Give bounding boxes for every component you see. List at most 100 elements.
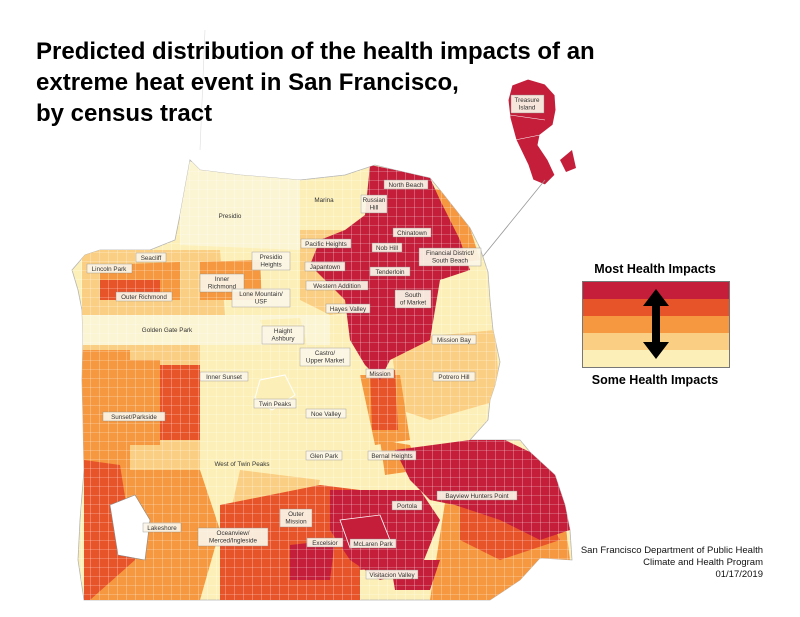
- label-nob-hill: Nob Hill: [371, 242, 403, 253]
- svg-text:Inner Sunset: Inner Sunset: [206, 374, 242, 381]
- legend-color-scale: [582, 281, 730, 368]
- label-treasure-island: Treasure Island: [510, 94, 545, 114]
- legend-bottom-label: Some Health Impacts: [591, 373, 719, 387]
- credits-organization: San Francisco Department of Public Healt…: [580, 545, 763, 556]
- label-golden-gate-park: Golden Gate Park: [142, 327, 193, 334]
- svg-text:Mission Bay: Mission Bay: [437, 337, 472, 344]
- label-mission-bay: Mission Bay: [431, 334, 477, 345]
- label-lincoln-park: Lincoln Park: [86, 263, 133, 274]
- label-inner-richmond: Inner Richmond: [199, 273, 245, 293]
- label-excelsior: Excelsior: [306, 537, 344, 548]
- svg-text:Glen Park: Glen Park: [310, 453, 339, 460]
- label-mission: Mission: [365, 368, 395, 379]
- neighborhood-labels: Treasure Island North Beach Marina Russia…: [86, 94, 545, 580]
- label-west-of-twin-peaks: West of Twin Peaks: [214, 461, 269, 468]
- svg-text:North Beach: North Beach: [388, 182, 423, 189]
- svg-text:Golden Gate Park: Golden Gate Park: [142, 327, 193, 334]
- label-north-beach: North Beach: [383, 179, 429, 190]
- label-visitacion-valley: Visitacion Valley: [365, 569, 419, 580]
- label-bernal-heights: Bernal Heights: [367, 450, 417, 461]
- label-potrero-hill: Potrero Hill: [432, 371, 476, 382]
- svg-text:Castro/Upper Market: Castro/Upper Market: [306, 350, 344, 365]
- label-bayview: Bayview Hunters Point: [436, 490, 518, 501]
- svg-text:Japantown: Japantown: [310, 264, 341, 271]
- svg-text:Lakeshore: Lakeshore: [147, 525, 177, 532]
- map-credits: San Francisco Department of Public Healt…: [581, 545, 763, 581]
- label-oceanview: Oceanview/Merced/Ingleside: [197, 527, 269, 547]
- legend-top-label: Most Health Impacts: [594, 262, 716, 276]
- label-outer-richmond: Outer Richmond: [115, 291, 173, 302]
- svg-text:Marina: Marina: [314, 197, 334, 204]
- label-marina: Marina: [314, 197, 334, 204]
- label-tenderloin: Tenderloin: [369, 266, 411, 277]
- svg-text:Tenderloin: Tenderloin: [375, 269, 405, 276]
- svg-text:Bayview Hunters Point: Bayview Hunters Point: [445, 493, 509, 500]
- impact-legend: Most Health Impacts Some Health Impacts: [575, 262, 735, 387]
- label-castro: Castro/Upper Market: [299, 347, 351, 367]
- label-chinatown: Chinatown: [392, 227, 432, 238]
- svg-text:Pacific Heights: Pacific Heights: [305, 241, 347, 248]
- map-title: Predicted distribution of the health imp…: [36, 36, 656, 129]
- label-financial-district: Financial District/South Beach: [418, 247, 482, 267]
- svg-text:West of Twin Peaks: West of Twin Peaks: [214, 461, 269, 468]
- svg-text:Financial District/South Beach: Financial District/South Beach: [426, 250, 474, 265]
- impact-regions: [72, 160, 572, 600]
- label-western-addition: Western Addition: [305, 280, 369, 291]
- label-glen-park: Glen Park: [305, 450, 343, 461]
- svg-text:Nob Hill: Nob Hill: [376, 245, 398, 252]
- svg-text:Twin Peaks: Twin Peaks: [259, 401, 291, 408]
- map-title-line-2: extreme heat event in San Francisco,: [36, 69, 459, 96]
- svg-text:Bernal Heights: Bernal Heights: [371, 453, 412, 460]
- svg-text:Excelsior: Excelsior: [312, 540, 338, 547]
- label-japantown: Japantown: [304, 261, 346, 272]
- map-title-line-1: Predicted distribution of the health imp…: [36, 38, 595, 65]
- svg-text:Portola: Portola: [397, 503, 417, 510]
- label-sunset-parkside: Sunset/Parkside: [102, 411, 166, 422]
- label-inner-sunset: Inner Sunset: [199, 371, 249, 382]
- svg-text:Sunset/Parkside: Sunset/Parkside: [111, 414, 157, 421]
- svg-text:Lincoln Park: Lincoln Park: [92, 266, 128, 273]
- label-presidio: Presidio: [219, 213, 242, 220]
- svg-text:Outer Richmond: Outer Richmond: [121, 294, 167, 301]
- svg-text:Chinatown: Chinatown: [397, 230, 427, 237]
- label-portola: Portola: [391, 500, 423, 511]
- double-headed-vertical-arrow-icon: [643, 289, 669, 359]
- label-outer-mission: Outer Mission: [279, 508, 313, 528]
- label-russian-hill: Russian Hill: [360, 194, 388, 214]
- svg-text:Presidio: Presidio: [219, 213, 242, 220]
- svg-text:McLaren Park: McLaren Park: [353, 541, 393, 548]
- label-pacific-heights: Pacific Heights: [300, 238, 352, 249]
- label-lone-mountain: Lone Mountain/USF: [231, 288, 291, 308]
- label-south-of-market: South of Market: [394, 289, 432, 309]
- svg-text:Noe Valley: Noe Valley: [311, 411, 342, 418]
- label-presidio-heights: Presidio Heights: [251, 251, 291, 271]
- credits-date: 01/17/2019: [715, 569, 763, 580]
- svg-text:Western Addition: Western Addition: [313, 283, 361, 290]
- map-title-line-3: by census tract: [36, 100, 213, 127]
- label-twin-peaks: Twin Peaks: [253, 398, 297, 409]
- bay-bridge-line: [479, 179, 546, 261]
- svg-text:Oceanview/Merced/Ingleside: Oceanview/Merced/Ingleside: [209, 530, 257, 545]
- credits-program: Climate and Health Program: [643, 557, 763, 568]
- svg-text:Seacliff: Seacliff: [141, 255, 162, 262]
- label-lakeshore: Lakeshore: [142, 522, 182, 533]
- svg-text:Mission: Mission: [369, 371, 391, 378]
- svg-text:Visitacion Valley: Visitacion Valley: [369, 572, 415, 579]
- label-noe-valley: Noe Valley: [305, 408, 347, 419]
- label-haight-ashbury: Haight Ashbury: [261, 325, 305, 345]
- svg-text:Lone Mountain/USF: Lone Mountain/USF: [239, 291, 283, 306]
- svg-text:Hayes Valley: Hayes Valley: [330, 306, 367, 313]
- label-hayes-valley: Hayes Valley: [325, 303, 371, 314]
- label-mclaren-park: McLaren Park: [349, 538, 397, 549]
- svg-text:Potrero Hill: Potrero Hill: [438, 374, 469, 381]
- golden-gate-line: [199, 29, 206, 151]
- label-seacliff: Seacliff: [135, 252, 167, 263]
